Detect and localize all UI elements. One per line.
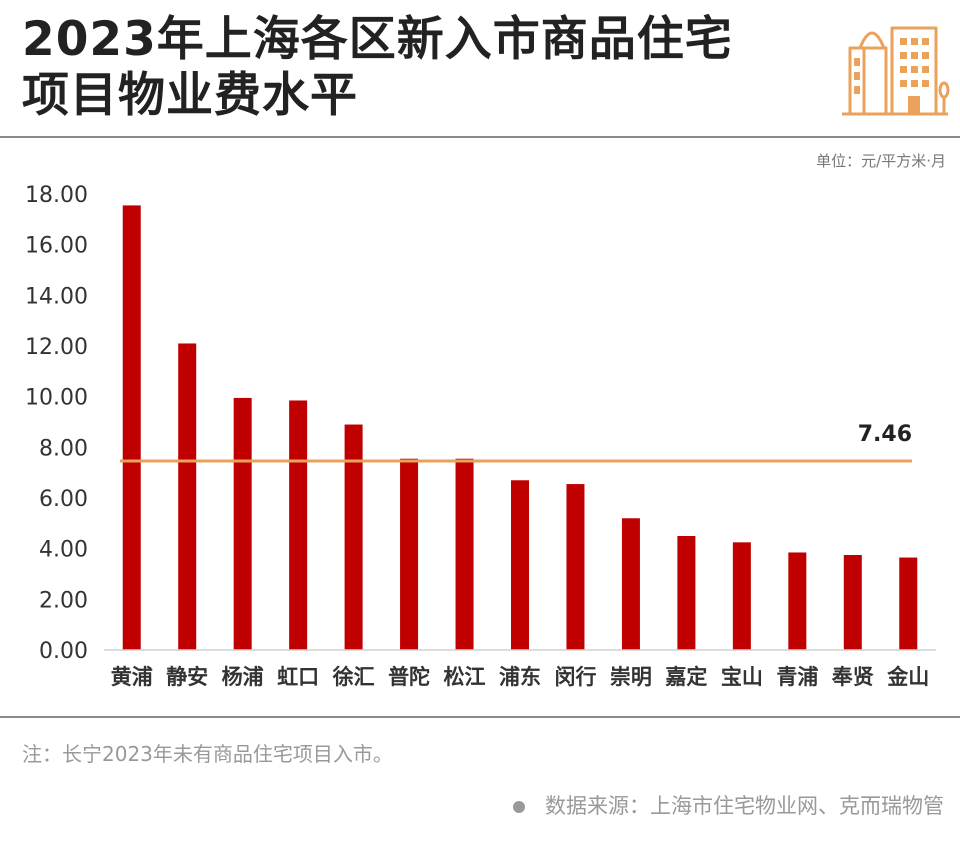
x-tick-label: 黄浦	[111, 665, 153, 689]
header-divider	[0, 136, 960, 138]
bar-浦东	[511, 480, 529, 650]
bar-青浦	[788, 552, 807, 650]
bar-松江	[455, 458, 474, 650]
bar-奉贤	[843, 555, 862, 650]
y-tick-label: 0.00	[39, 639, 88, 664]
x-tick-label: 静安	[166, 665, 208, 689]
y-tick-label: 4.00	[39, 538, 88, 563]
y-tick-label: 8.00	[39, 436, 88, 461]
footnote: 注：长宁2023年未有商品住宅项目入市。	[22, 742, 393, 766]
title-line-1: 2023年上海各区新入市商品住宅	[22, 12, 733, 67]
footer-divider	[0, 716, 960, 718]
y-tick-label: 6.00	[39, 487, 88, 512]
x-tick-label: 浦东	[499, 665, 541, 689]
x-tick-label: 宝山	[721, 665, 763, 689]
x-tick-label: 杨浦	[222, 665, 264, 689]
data-source: 数据来源：上海市住宅物业网、克而瑞物管	[513, 790, 944, 820]
title-line-2: 项目物业费水平	[22, 68, 358, 123]
unit-label: 单位：元/平方米·月	[816, 152, 946, 170]
y-tick-label: 18.00	[25, 183, 88, 208]
bar-徐汇	[344, 424, 363, 650]
buildings-icon	[842, 26, 950, 116]
y-tick-label: 12.00	[25, 335, 88, 360]
bullet-icon	[513, 801, 525, 813]
x-tick-label: 徐汇	[332, 665, 375, 689]
x-tick-label: 崇明	[610, 665, 652, 689]
bar-虹口	[289, 400, 308, 650]
x-tick-label: 普陀	[388, 665, 430, 689]
bar-chart: 0.00 2.00 4.00 6.00 8.00 10.00 12.00 14.00 16.00…	[25, 183, 936, 689]
average-label: 7.46	[858, 422, 912, 447]
bar-静安	[178, 343, 197, 650]
x-tick-label: 虹口	[277, 665, 319, 689]
source-text: 数据来源：上海市住宅物业网、克而瑞物管	[545, 794, 944, 818]
x-tick-label: 金山	[886, 665, 929, 689]
chart-title: 2023年上海各区新入市商品住宅 项目物业费水平	[22, 12, 733, 124]
bar-黄浦	[122, 205, 141, 650]
x-tick-label: 松江	[444, 665, 486, 689]
y-tick-label: 10.00	[25, 386, 88, 411]
bar-普陀	[400, 458, 419, 650]
bar-宝山	[732, 542, 751, 650]
x-tick-label: 嘉定	[665, 665, 707, 689]
bar-杨浦	[233, 397, 252, 650]
y-tick-label: 2.00	[39, 588, 88, 613]
x-tick-label: 闵行	[554, 665, 596, 689]
bar-闵行	[566, 484, 585, 650]
y-tick-label: 14.00	[25, 284, 88, 309]
bar-金山	[899, 557, 918, 650]
x-tick-label: 青浦	[776, 665, 818, 689]
x-tick-label: 奉贤	[831, 665, 874, 689]
y-tick-label: 16.00	[25, 234, 88, 259]
bar-崇明	[621, 518, 640, 650]
bar-嘉定	[677, 536, 696, 650]
